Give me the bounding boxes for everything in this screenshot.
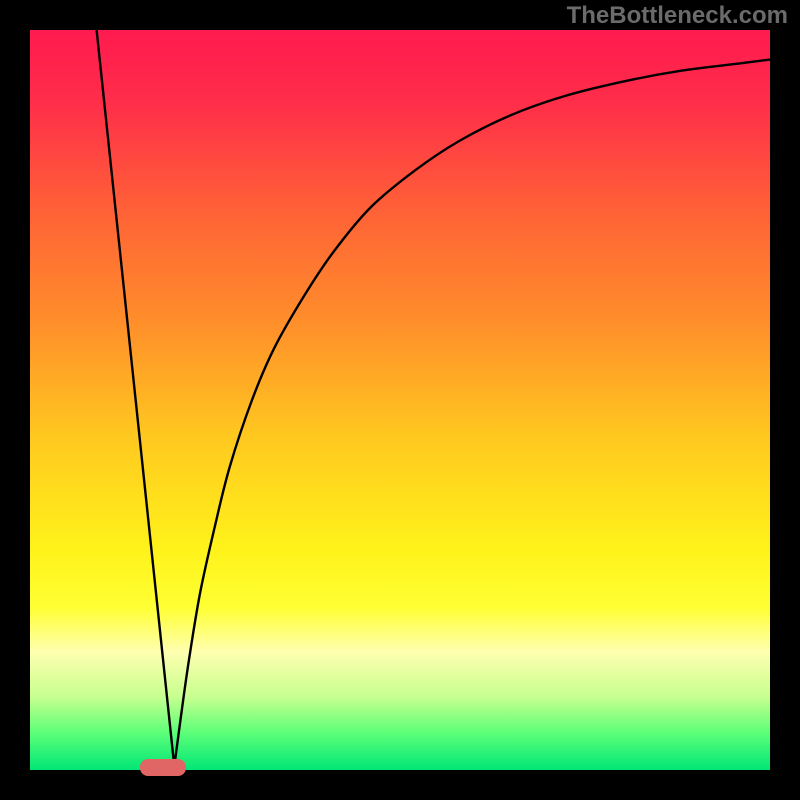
watermark-text: TheBottleneck.com	[567, 2, 788, 30]
bottleneck-curve	[97, 30, 770, 766]
chart-curves	[0, 0, 800, 800]
bottleneck-chart: TheBottleneck.com	[0, 0, 800, 800]
bottleneck-marker	[140, 759, 186, 776]
